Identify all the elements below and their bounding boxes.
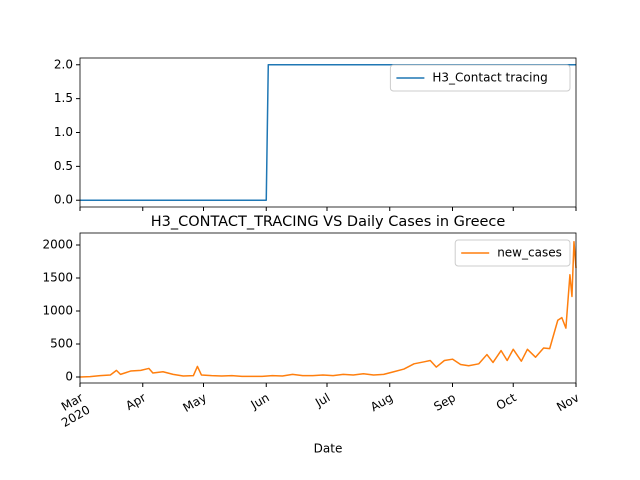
- y-tick-label: 1500: [42, 271, 73, 285]
- axes-frame: [79, 57, 577, 208]
- y-tick-label: 0.0: [54, 193, 73, 207]
- data-line: [79, 240, 577, 378]
- y-tick-label: 2.0: [54, 57, 73, 71]
- legend-box: [454, 239, 571, 267]
- y-tick-label: 2000: [42, 238, 73, 252]
- x-axis-label: Date: [314, 442, 343, 456]
- y-tick-label: 0.5: [54, 159, 73, 173]
- axes-frame: [79, 232, 577, 384]
- y-tick-label: 0: [65, 369, 73, 383]
- x-tick-label: Jul: [312, 390, 332, 410]
- y-tick-label: 500: [50, 336, 73, 350]
- legend-label: H3_Contact tracing: [432, 71, 547, 85]
- y-tick-label: 1000: [42, 304, 73, 318]
- legend-box: [389, 64, 571, 92]
- chart-title: H3_CONTACT_TRACING VS Daily Cases in Gre…: [151, 214, 506, 230]
- legend-label: new_cases: [497, 246, 562, 260]
- y-tick-label: 1.0: [54, 125, 73, 139]
- y-tick-label: 1.5: [54, 91, 73, 105]
